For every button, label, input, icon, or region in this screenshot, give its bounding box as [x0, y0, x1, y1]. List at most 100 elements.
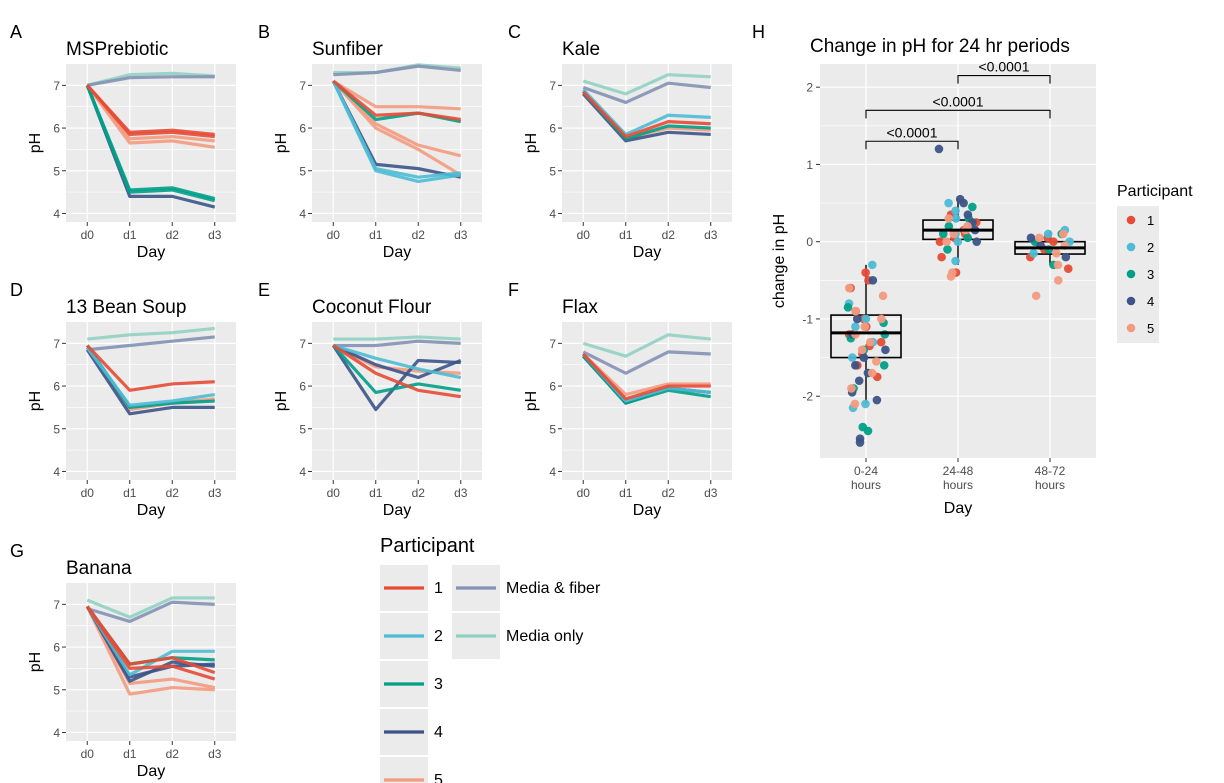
data-point-participant-5 — [847, 384, 856, 393]
data-point-participant-4 — [972, 237, 982, 246]
y-tick-label: 5 — [299, 422, 306, 436]
y-axis-title: pH — [523, 133, 540, 153]
x-tick-label: 0-24 hours — [851, 464, 881, 492]
x-tick-label: d1 — [369, 486, 383, 500]
x-tick-label: d3 — [454, 228, 468, 242]
y-tick-label: 6 — [299, 380, 306, 394]
data-point-participant-4 — [855, 438, 865, 447]
x-tick-label: d1 — [123, 747, 137, 761]
y-axis-title: change in pH — [771, 214, 788, 308]
x-tick-label: d0 — [577, 228, 591, 242]
y-axis-title: pH — [273, 391, 290, 411]
x-tick-label: d3 — [704, 228, 718, 242]
y-tick-label: -2 — [802, 390, 813, 404]
data-point-participant-4 — [963, 210, 973, 219]
y-tick-label: 7 — [549, 79, 556, 93]
legend-item-label: Media & fiber — [506, 580, 601, 597]
series-line-participant-5 — [332, 80, 462, 177]
data-point-participant-1 — [937, 252, 946, 262]
y-tick-label: 6 — [53, 122, 60, 136]
data-point-participant-5 — [1034, 233, 1044, 243]
x-axis-title: Day — [383, 244, 411, 261]
data-point-participant-2 — [944, 198, 953, 208]
data-point-participant-4 — [859, 353, 869, 362]
significance-bracket — [865, 109, 1051, 119]
data-point-participant-5 — [844, 283, 854, 293]
data-point-participant-5 — [1031, 291, 1041, 301]
series-line-participant-4 — [331, 344, 461, 412]
series-line-participant-2 — [85, 605, 215, 677]
x-tick-label: d1 — [123, 486, 137, 500]
panel-title: Sunfiber — [312, 39, 383, 60]
x-tick-label: d2 — [166, 747, 180, 761]
y-tick-label: 4 — [549, 465, 556, 479]
data-point-participant-2 — [1043, 229, 1053, 239]
series-line-participant-1 — [85, 605, 216, 681]
data-point-participant-3 — [938, 229, 948, 239]
legend-title: Participant — [380, 535, 475, 557]
x-axis-title: Day — [383, 502, 411, 519]
data-point-participant-2 — [861, 314, 871, 324]
y-axis-title: pH — [273, 133, 290, 153]
data-point-participant-2 — [953, 237, 963, 246]
x-tick-label: d2 — [662, 228, 676, 242]
x-tick-label: d1 — [369, 228, 383, 242]
y-tick-label: 4 — [299, 465, 306, 479]
data-point-participant-2 — [848, 353, 857, 362]
data-point-participant-5 — [860, 322, 870, 331]
series-line-participant-1 — [582, 90, 711, 139]
legend-participant-points: Participant 1 2 3 4 5 — [1117, 183, 1193, 343]
y-tick-label: 7 — [549, 337, 556, 351]
panel-A: A MSPrebiotic 4 5 6 7 d0 d1 d2 d3 Day pH — [10, 22, 236, 261]
x-axis-title: Day — [944, 500, 972, 517]
x-tick-label: d3 — [208, 747, 222, 761]
data-point-participant-2 — [867, 260, 877, 270]
series-line-participant-4 — [332, 344, 462, 380]
legend-key-point — [1126, 242, 1136, 252]
x-tick-label: d3 — [208, 228, 222, 242]
data-point-participant-5 — [1053, 260, 1063, 270]
data-point-participant-5 — [850, 399, 860, 409]
y-tick-label: 6 — [53, 380, 60, 394]
data-point-participant-4 — [851, 360, 860, 370]
x-tick-label: d0 — [81, 228, 95, 242]
x-tick-label: d0 — [577, 486, 591, 500]
panel-label: C — [508, 22, 521, 42]
panel-F: F Flax 4 5 6 7 d0 d1 d2 d3 Day pH — [508, 280, 732, 519]
series-line-participant-media-fiber — [333, 339, 461, 348]
significance-bracket — [865, 140, 959, 150]
data-point-participant-4 — [872, 395, 882, 405]
data-point-participant-5 — [851, 306, 860, 316]
y-tick-label: 5 — [53, 422, 60, 436]
data-point-participant-1 — [935, 237, 945, 246]
panel-label: F — [508, 280, 519, 300]
data-point-participant-5 — [1058, 229, 1068, 239]
x-tick-label: d2 — [412, 228, 426, 242]
series-line-participant-2 — [332, 343, 462, 380]
x-tick-label: d2 — [166, 486, 180, 500]
legend-item-label: 2 — [434, 628, 443, 645]
data-point-participant-3 — [863, 426, 873, 436]
panel-D: D 13 Bean Soup 4 5 6 7 d0 d1 d2 d3 Day pH — [10, 280, 236, 519]
legend-key-point — [1126, 296, 1136, 306]
legend-key-point — [1126, 323, 1136, 333]
panel-label: D — [10, 280, 23, 300]
x-axis-title: Day — [137, 244, 165, 261]
legend-item-label: 3 — [1147, 267, 1154, 282]
y-tick-label: 5 — [53, 164, 60, 178]
series-line-participant-media-only — [582, 333, 711, 358]
data-point-participant-5 — [867, 368, 877, 378]
panel-H: H Change in pH for 24 hr periods -2 -1 0 1 2 0-… — [752, 22, 1193, 517]
panel-label: H — [752, 22, 765, 42]
y-tick-label: 6 — [53, 641, 60, 655]
y-tick-label: 0 — [806, 235, 813, 249]
data-point-participant-4 — [881, 345, 890, 355]
data-point-participant-2 — [951, 206, 960, 216]
y-axis-title: pH — [27, 391, 44, 411]
legend-item-label: Media only — [506, 628, 583, 645]
data-point-participant-3 — [943, 245, 952, 254]
y-axis-title: pH — [523, 391, 540, 411]
data-point-participant-5 — [949, 229, 959, 239]
data-point-participant-1 — [876, 337, 886, 347]
panel-G: G Banana 4 5 6 7 d0 d1 d2 d3 Day pH — [10, 541, 236, 780]
